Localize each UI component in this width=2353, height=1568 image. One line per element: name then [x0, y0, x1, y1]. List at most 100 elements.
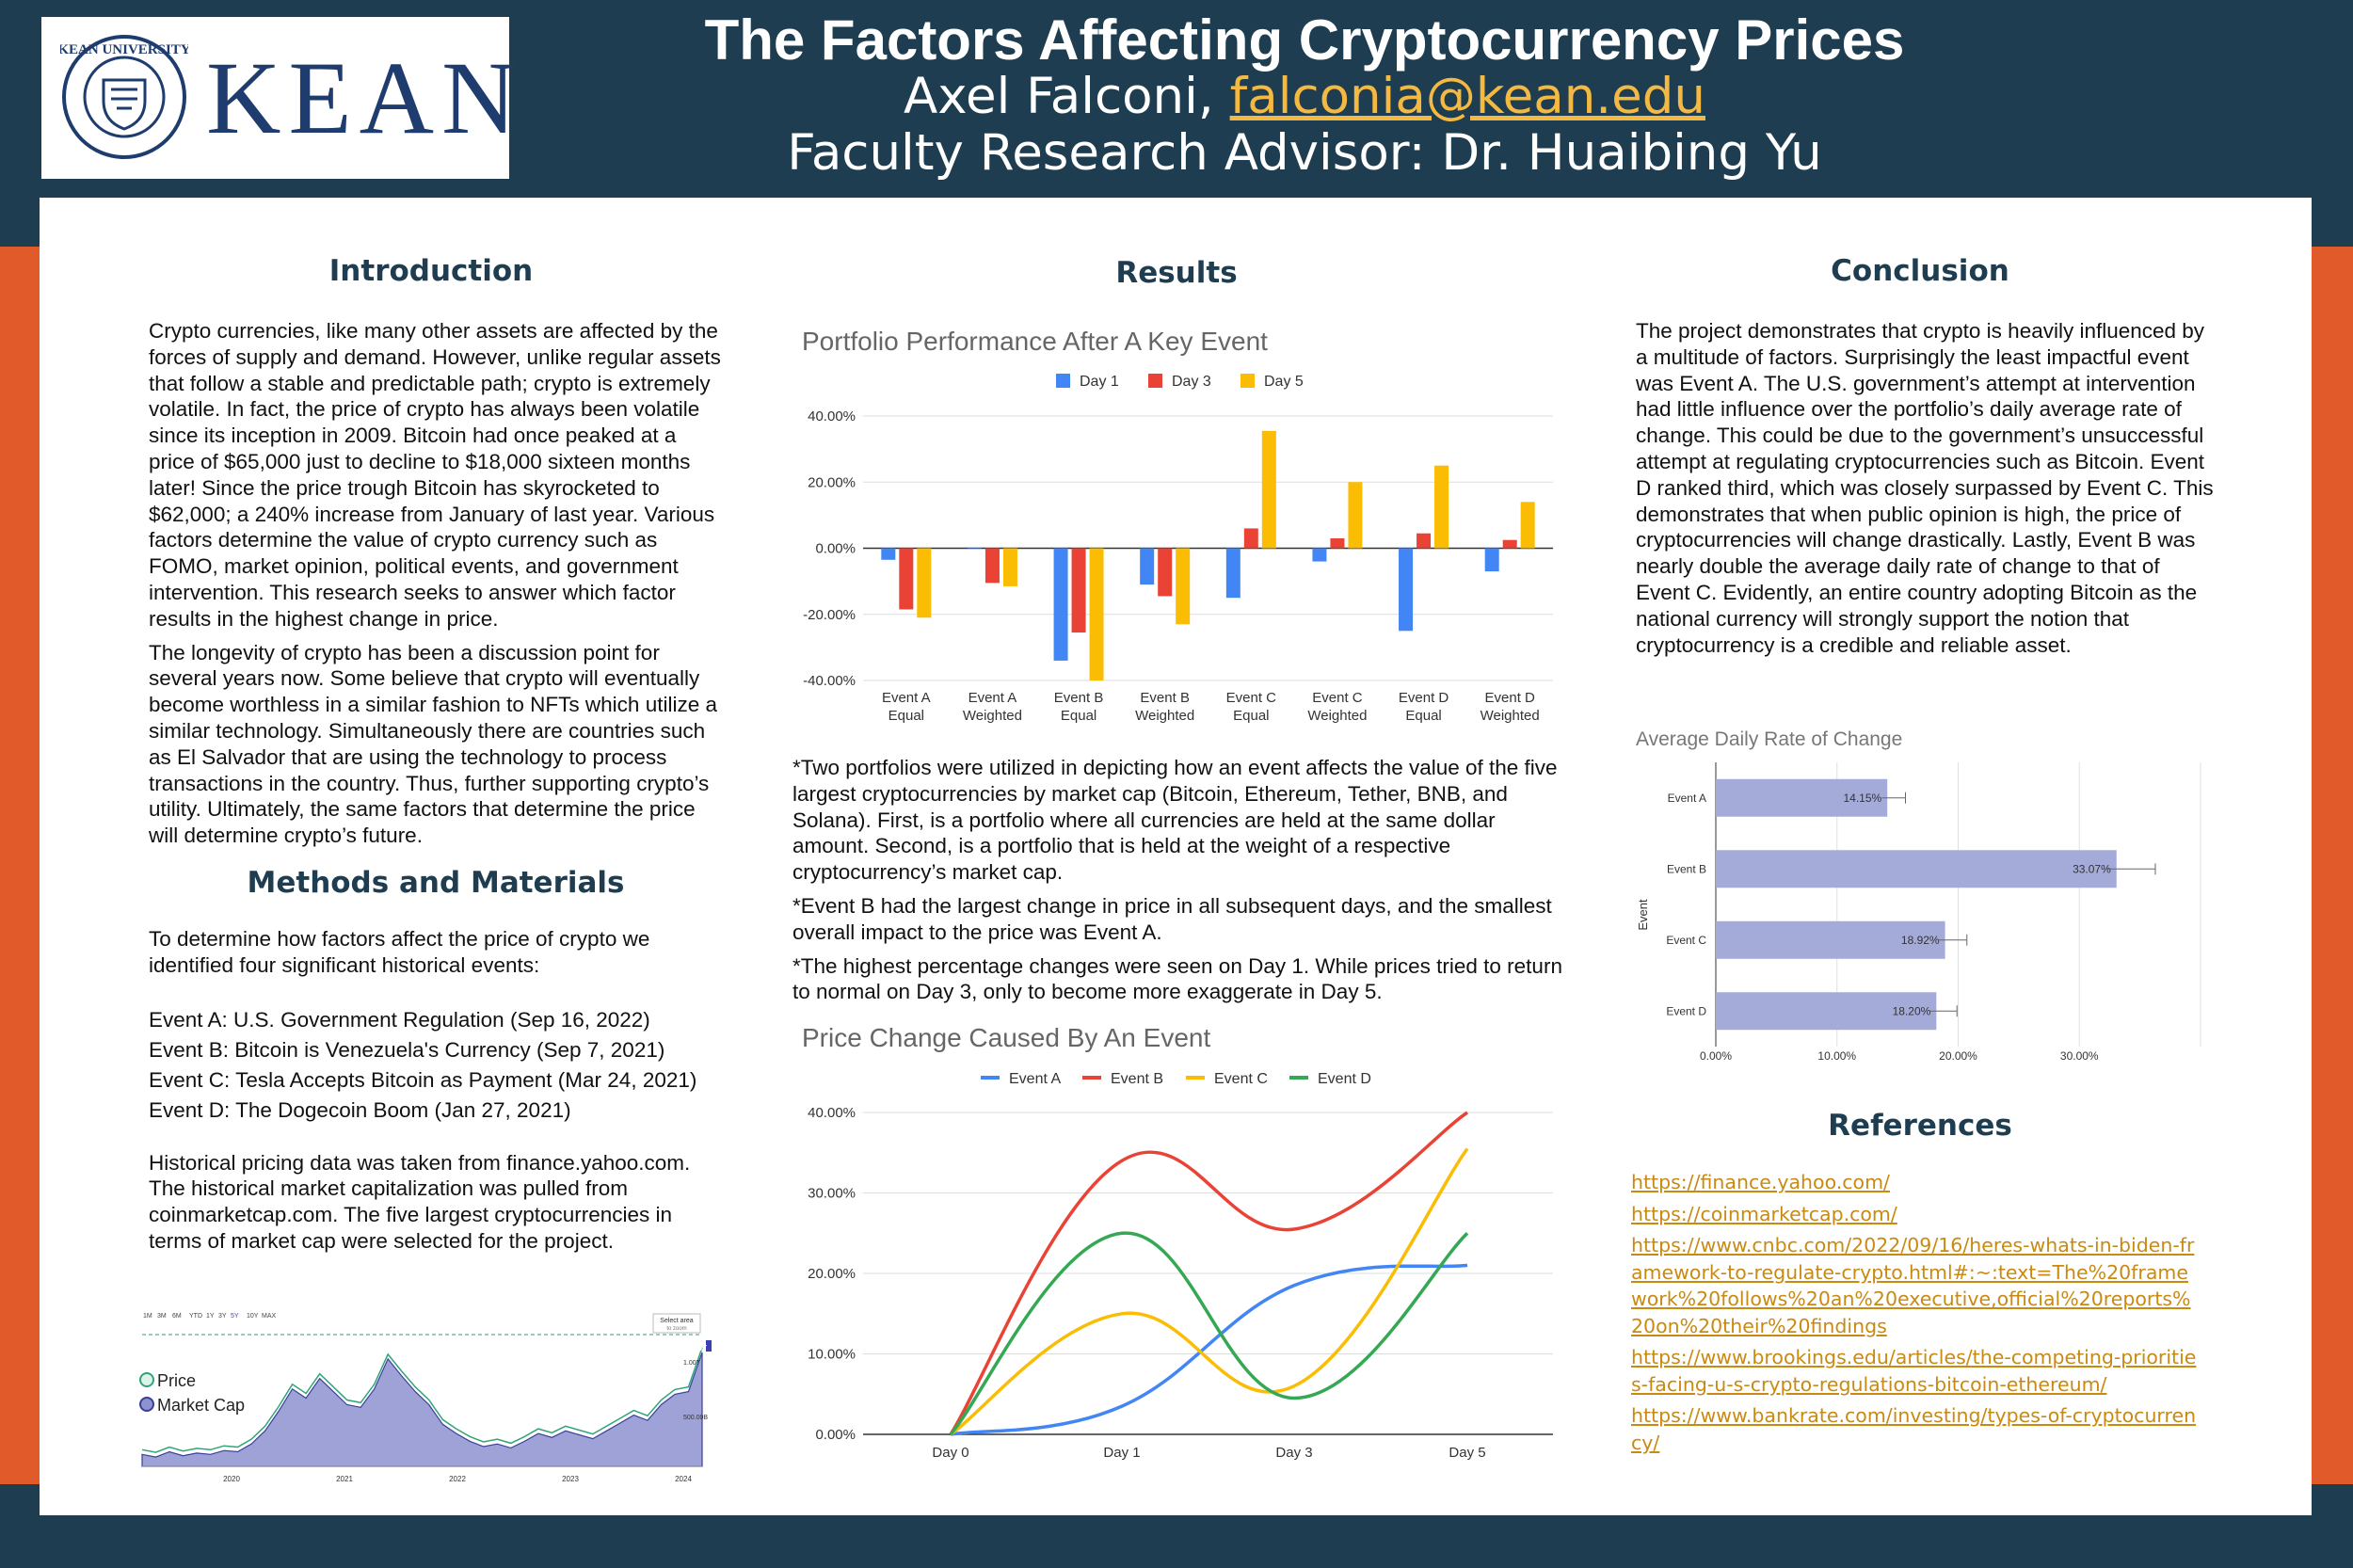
- bar: [984, 548, 1000, 584]
- conclusion-paragraph: The project demonstrates that crypto is …: [1636, 319, 2214, 657]
- range-button[interactable]: 10Y: [247, 1313, 259, 1320]
- references-list: https://finance.yahoo.com/ https://coinm…: [1631, 1169, 2201, 1461]
- average-rate-y-axis-title: Event: [1636, 899, 1650, 931]
- x-tick-label: 0.00%: [1700, 1049, 1732, 1063]
- reference-link[interactable]: https://www.brookings.edu/articles/the-c…: [1631, 1346, 2197, 1396]
- bar-value-label: 18.92%: [1901, 934, 1940, 947]
- y-tick-label: 40.00%: [808, 408, 856, 424]
- series-line: [949, 1111, 1468, 1435]
- range-button[interactable]: 5Y: [231, 1313, 239, 1320]
- price-change-chart-grid: 40.00% 30.00% 20.00% 10.00% 0.00%: [808, 1105, 1553, 1443]
- axis-label-500b: 500.00B: [683, 1415, 708, 1421]
- average-rate-chart-title: Average Daily Rate of Change: [1636, 728, 1902, 750]
- y-tick-label: 20.00%: [808, 1266, 856, 1282]
- current-value-badge: [706, 1340, 712, 1352]
- results-notes: *Two portfolios were utilized in depicti…: [792, 755, 1564, 1013]
- range-button[interactable]: 6M: [172, 1313, 182, 1320]
- bar: [1330, 537, 1345, 549]
- x-tick-label: Event D Weighted: [1481, 690, 1540, 724]
- price-change-chart-legend: Event A Event B Event C Event D: [981, 1071, 1371, 1087]
- year-tick-label: 2024: [675, 1475, 692, 1483]
- author-line: Axel Falconi, falconia@kean.edu: [0, 68, 2353, 125]
- bar: [1071, 548, 1086, 633]
- x-tick-label: Event A Equal: [882, 690, 931, 724]
- category-label: Event B: [1667, 862, 1706, 875]
- methods-paragraph-1: To determine how factors affect the pric…: [149, 927, 650, 977]
- range-button[interactable]: 3Y: [218, 1313, 227, 1320]
- results-note-2: *Event B had the largest change in price…: [792, 893, 1552, 944]
- event-item: Event A: U.S. Government Regulation (Sep…: [149, 1007, 650, 1032]
- legend-swatch: [1056, 374, 1070, 388]
- range-button[interactable]: 1Y: [206, 1313, 215, 1320]
- category-label: Event C: [1666, 934, 1706, 947]
- reference-link[interactable]: https://www.cnbc.com/2022/09/16/heres-wh…: [1631, 1234, 2195, 1337]
- range-button[interactable]: YTD: [189, 1313, 202, 1320]
- references-heading: References: [1828, 1109, 2012, 1143]
- range-button[interactable]: 3M: [157, 1313, 167, 1320]
- market-cap-legend-icon: [139, 1397, 154, 1412]
- x-tick-label: Event C Weighted: [1307, 690, 1367, 724]
- bar: [1261, 430, 1276, 549]
- author-name: Axel Falconi,: [904, 68, 1214, 125]
- bar: [1434, 465, 1449, 549]
- price-legend-icon: [139, 1372, 154, 1387]
- bar: [1243, 528, 1258, 549]
- university-seal-icon: KEAN UNIVERSITY: [60, 35, 188, 159]
- poster-title: The Factors Affecting Cryptocurrency Pri…: [704, 8, 1905, 72]
- year-tick-label: 2022: [449, 1475, 466, 1483]
- year-axis: 2020 2021 2022 2023 2024: [223, 1475, 692, 1483]
- introduction-paragraph-1: Crypto currencies, like many other asset…: [149, 319, 721, 631]
- legend-swatch: [1148, 374, 1162, 388]
- y-tick-label: -20.00%: [803, 607, 856, 623]
- bar: [881, 548, 896, 560]
- y-tick-label: 20.00%: [808, 474, 856, 490]
- hbar: [1716, 992, 1937, 1031]
- hbar: [1716, 920, 1945, 959]
- introduction-body: Crypto currencies, like many other asset…: [149, 318, 723, 856]
- range-button[interactable]: MAX: [262, 1313, 277, 1320]
- bar: [1053, 548, 1068, 661]
- bar-value-label: 33.07%: [2073, 862, 2111, 875]
- bar: [1140, 548, 1155, 585]
- event-item: Event C: Tesla Accepts Bitcoin as Paymen…: [149, 1067, 697, 1092]
- series-line: [950, 1263, 1468, 1436]
- legend-label: Event B: [1111, 1071, 1163, 1087]
- market-cap-legend-label: Market Cap: [157, 1396, 245, 1415]
- reference-link[interactable]: https://www.bankrate.com/investing/types…: [1631, 1404, 2197, 1454]
- seal-text: KEAN UNIVERSITY: [60, 42, 188, 57]
- bar: [1417, 533, 1432, 549]
- reference-link[interactable]: https://coinmarketcap.com/: [1631, 1202, 1897, 1225]
- legend-label: Day 5: [1264, 374, 1304, 390]
- portfolio-chart-x-labels: Event A Equal Event A Weighted Event B Equal E…: [882, 690, 1540, 724]
- x-tick-label: 20.00%: [1939, 1049, 1977, 1063]
- market-cap-area: [141, 1352, 703, 1467]
- price-change-chart-x-labels: Day 0 Day 1 Day 3 Day 5: [932, 1445, 1485, 1461]
- conclusion-heading: Conclusion: [1831, 254, 2009, 288]
- author-email-link[interactable]: falconia@kean.edu: [1229, 68, 1705, 125]
- bar: [1158, 548, 1173, 597]
- year-tick-label: 2020: [223, 1475, 240, 1483]
- bar: [1520, 502, 1535, 549]
- bar: [1225, 548, 1241, 599]
- reference-link[interactable]: https://finance.yahoo.com/: [1631, 1171, 1890, 1193]
- price-legend-label: Price: [157, 1371, 196, 1390]
- bar-value-label: 14.15%: [1843, 792, 1881, 805]
- methods-heading: Methods and Materials: [247, 866, 625, 900]
- range-button[interactable]: 1M: [143, 1313, 152, 1320]
- advisor-line: Faculty Research Advisor: Dr. Huaibing Y…: [787, 124, 1822, 182]
- conclusion-body: The project demonstrates that crypto is …: [1636, 318, 2219, 665]
- select-area-box[interactable]: [652, 1313, 701, 1334]
- y-tick-label: 30.00%: [808, 1186, 856, 1202]
- y-tick-label: 40.00%: [808, 1105, 856, 1121]
- results-note-3: *The highest percentage changes were see…: [792, 953, 1562, 1004]
- market-cap-chart: 1M 3M 6M YTD 1Y 3Y 5Y 10Y MAX Select area to zoo…: [137, 1303, 712, 1491]
- event-item: Event B: Bitcoin is Venezuela's Currency…: [149, 1037, 665, 1062]
- legend-label: Event C: [1214, 1071, 1268, 1087]
- bar: [1399, 548, 1414, 632]
- x-tick-label: Event D Equal: [1399, 690, 1449, 724]
- x-tick-label: 30.00%: [2060, 1049, 2099, 1063]
- event-list: Event A: U.S. Government Regulation (Sep…: [149, 1005, 723, 1126]
- hbar: [1716, 850, 2117, 888]
- legend-swatch: [1241, 374, 1255, 388]
